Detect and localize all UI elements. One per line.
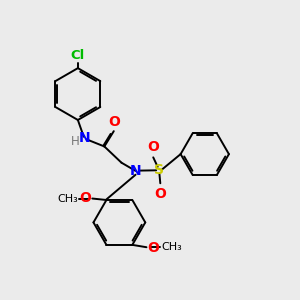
Text: N: N — [130, 164, 142, 178]
Text: O: O — [154, 187, 166, 201]
Text: S: S — [154, 163, 164, 177]
Text: O: O — [79, 191, 91, 205]
Text: CH₃: CH₃ — [161, 242, 182, 252]
Text: N: N — [79, 130, 90, 145]
Text: H: H — [71, 135, 80, 148]
Text: O: O — [108, 115, 120, 129]
Text: CH₃: CH₃ — [57, 194, 78, 203]
Text: Cl: Cl — [71, 49, 85, 62]
Text: O: O — [148, 241, 160, 255]
Text: O: O — [147, 140, 159, 154]
